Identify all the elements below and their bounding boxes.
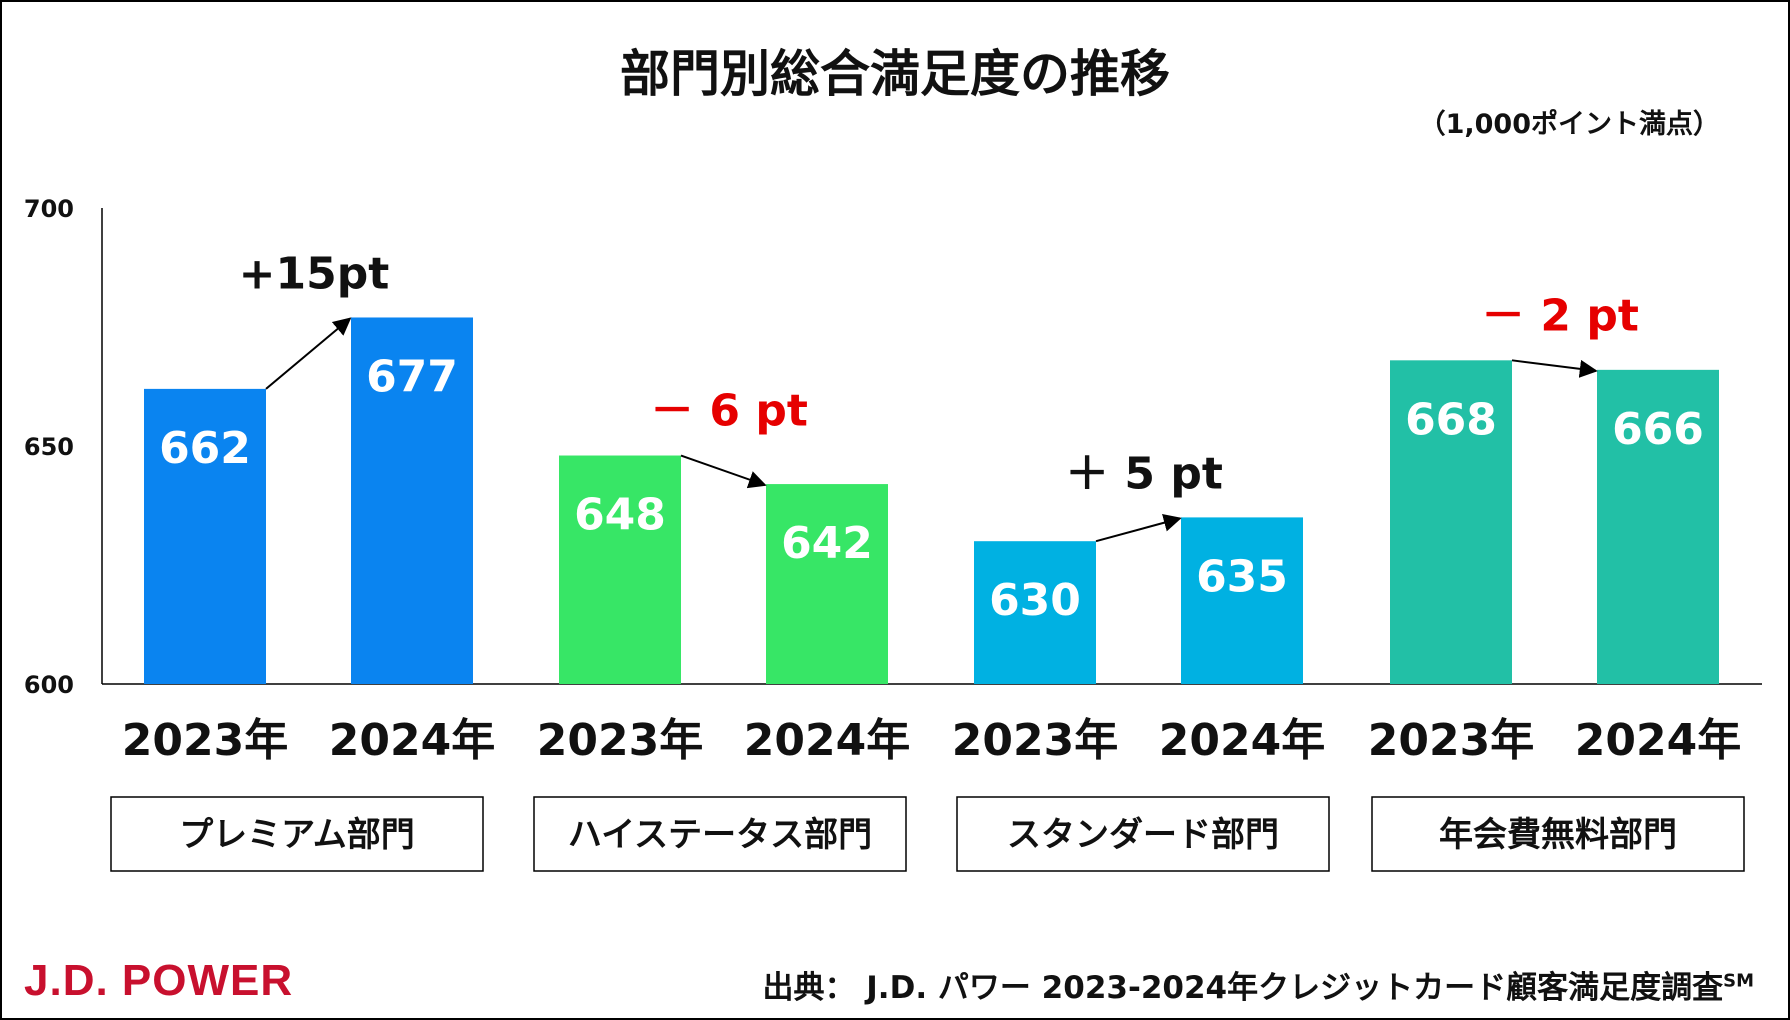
change-arrow bbox=[265, 317, 352, 390]
x-tick-label: 2024年 bbox=[1575, 715, 1741, 766]
unit-note: （1,000ポイント満点） bbox=[1418, 109, 1720, 140]
bar-value-label: 648 bbox=[574, 490, 666, 541]
category-box bbox=[956, 796, 1330, 872]
bar-value-label: 677 bbox=[366, 351, 458, 402]
change-arrow bbox=[680, 454, 767, 489]
category-label: スタンダード部門 bbox=[1007, 815, 1279, 855]
bar bbox=[144, 388, 266, 684]
x-tick-label: 2024年 bbox=[744, 715, 910, 766]
jd-power-logo: J.D. POWER bbox=[24, 956, 294, 1005]
bar-value-label: 635 bbox=[1196, 551, 1288, 602]
x-tick-label: 2023年 bbox=[1368, 715, 1534, 766]
category-box bbox=[533, 796, 907, 872]
x-tick-label: 2023年 bbox=[952, 715, 1118, 766]
bar-value-label: 662 bbox=[159, 423, 251, 474]
bar-value-label: 630 bbox=[989, 575, 1081, 626]
change-label: +15pt bbox=[239, 248, 390, 299]
chart-title: 部門別総合満足度の推移 bbox=[620, 45, 1170, 103]
bar-value-label: 642 bbox=[781, 518, 873, 569]
y-tick-label: 650 bbox=[24, 433, 74, 461]
bar bbox=[766, 484, 888, 684]
category-label: ハイステータス部門 bbox=[568, 815, 872, 855]
bar bbox=[351, 317, 473, 684]
x-tick-label: 2023年 bbox=[122, 715, 288, 766]
bar bbox=[1181, 517, 1303, 684]
source-text: 出典： J.D. パワー 2023-2024年クレジットカード顧客満足度調査 bbox=[762, 970, 1724, 1006]
service-mark: SM bbox=[1723, 970, 1754, 992]
y-tick-label: 600 bbox=[24, 671, 74, 699]
category-box bbox=[1371, 796, 1745, 872]
x-tick-label: 2024年 bbox=[329, 715, 495, 766]
change-arrow bbox=[1095, 513, 1182, 543]
category-label: プレミアム部門 bbox=[179, 815, 415, 855]
bar bbox=[1390, 360, 1512, 684]
bar-value-label: 666 bbox=[1612, 404, 1704, 455]
category-label: 年会費無料部門 bbox=[1439, 815, 1677, 855]
bar-value-label: 668 bbox=[1405, 394, 1497, 445]
bar bbox=[974, 541, 1096, 684]
change-arrow bbox=[1511, 359, 1598, 378]
y-tick-label: 700 bbox=[24, 195, 74, 223]
change-label: － 2 pt bbox=[1481, 290, 1639, 341]
change-label: ＋ 5 pt bbox=[1065, 448, 1223, 499]
bar bbox=[559, 455, 681, 684]
source-note: 出典： J.D. パワー 2023-2024年クレジットカード顧客満足度調査SM bbox=[762, 962, 1754, 1007]
change-label: － 6 pt bbox=[650, 386, 808, 437]
x-tick-label: 2024年 bbox=[1159, 715, 1325, 766]
bar bbox=[1597, 369, 1719, 684]
x-tick-label: 2023年 bbox=[537, 715, 703, 766]
category-box bbox=[110, 796, 484, 872]
